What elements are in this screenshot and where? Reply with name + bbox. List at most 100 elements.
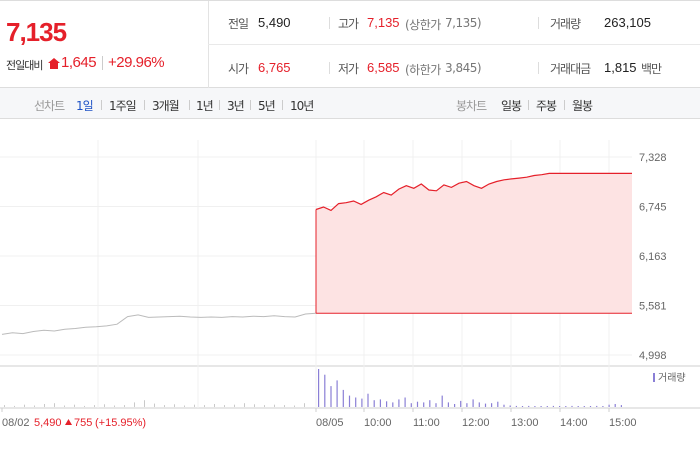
period-10y-button[interactable]: 10년 [290,99,314,113]
footer-prev-pct: (+15.95%) [95,417,146,429]
volume-bar [386,401,388,407]
volume-bar [398,399,400,407]
volume-bar [614,404,616,407]
y-axis-ticks: 7,328 6,745 6,163 5,581 4,998 [639,152,667,362]
volume-bar [330,386,332,407]
x-tick-label: 11:00 [413,417,440,429]
upper-limit-label: (상한가 [405,18,441,32]
period-3m-button[interactable]: 3개월 [152,99,180,113]
prev-volume-bar [154,403,155,407]
period-1w-button[interactable]: 1주일 [109,99,137,113]
toolbar-divider [250,100,251,110]
change-percent: +29.96% [108,54,165,71]
line-chart-label: 선차트 [34,99,65,113]
prev-volume-bar [164,405,165,407]
volume-bar [355,397,357,407]
prev-volume-bar [194,404,195,407]
volume-bars [4,369,622,407]
volume-bar [559,406,561,407]
y-tick-label: 6,163 [639,251,667,263]
prev-volume-bar [204,405,205,407]
footer-prev-close: 5,490 [34,417,62,429]
volume-bar [336,380,338,407]
volume-bar [491,403,493,407]
volume-bar [546,406,548,407]
prev-volume-bar [104,404,105,407]
volume-bar [318,369,320,407]
y-tick-label: 6,745 [639,202,667,214]
volume-bar [441,395,443,407]
volume-bar [373,400,375,407]
volume-bar [571,405,573,407]
up-arrow-house-icon [48,58,60,69]
period-5y-button[interactable]: 5년 [258,99,276,113]
candle-weekly-button[interactable]: 주봉 [536,99,557,113]
x-tick-label: 14:00 [560,417,588,429]
volume-bar [404,397,406,407]
candle-daily-button[interactable]: 일봉 [501,99,522,113]
prev-volume-bar [254,404,255,407]
item-divider [538,62,539,74]
x-tick-label: 10:00 [364,417,392,429]
period-3y-button[interactable]: 3년 [227,99,245,113]
volume-bar [460,400,462,407]
lower-limit-label: (하한가 [405,63,441,77]
x-tick-label: 13:00 [511,417,539,429]
volume-bar [324,374,326,407]
volume-bar [454,404,456,407]
change-divider [102,56,103,70]
volume-bar [503,404,505,407]
toolbar-divider [101,100,102,110]
today-price-area [316,173,632,314]
prev-volume-bar [244,403,245,407]
prev-volume-bar [294,405,295,407]
header-row-divider [208,44,700,45]
prev-day-price-line [1,312,317,335]
footer-prev-change: 755 [74,417,92,429]
volume-bar [478,402,480,407]
volume-bar [361,398,363,407]
current-price: 7,135 [6,17,67,47]
volume-bar [379,399,381,407]
header-divider [208,1,209,89]
amount-unit: 백만 [641,62,662,76]
open-value: 6,765 [258,60,291,75]
open-label: 시가 [228,62,249,76]
today-price-line [315,172,632,212]
volume-bar [497,401,499,407]
prev-volume-bar [14,405,15,407]
prev-volume-bar [44,404,45,407]
x-axis-ticks: 08/02 08/05 10:00 11:00 12:00 13:00 14:00 15:00 [1,408,637,429]
prev-volume-bar [284,405,285,407]
volume-bar [577,406,579,407]
item-divider [329,62,330,74]
y-tick-label: 5,581 [639,301,667,313]
volume-bar [583,406,585,407]
volume-bar [589,406,592,407]
prev-volume-bar [174,404,175,407]
item-divider [538,17,539,29]
volume-bar [447,402,449,407]
item-divider [329,17,330,29]
period-1y-button[interactable]: 1년 [196,99,214,113]
amount-value: 1,815 [604,60,637,75]
prev-volume-bar [214,404,215,407]
volume-bar [410,403,412,407]
candle-chart-label: 봉차트 [456,99,487,113]
volume-bar [342,389,344,407]
volume-bar [602,406,604,407]
volume-bar [565,406,567,407]
prev-volume-bar [234,404,235,407]
prev-volume-bar [54,403,55,407]
x-tick-label: 08/02 [2,417,30,429]
prev-volume-bar [124,405,125,407]
toolbar-divider [282,100,283,110]
change-label: 전일대비 [6,59,43,72]
prev-volume-bar [144,400,145,407]
candle-monthly-button[interactable]: 월봉 [572,99,593,113]
volume-bar [620,405,622,407]
volume-bar [515,405,517,407]
volume-bar [472,399,474,407]
period-1d-button[interactable]: 1일 [76,99,94,113]
chart-series [1,172,632,335]
